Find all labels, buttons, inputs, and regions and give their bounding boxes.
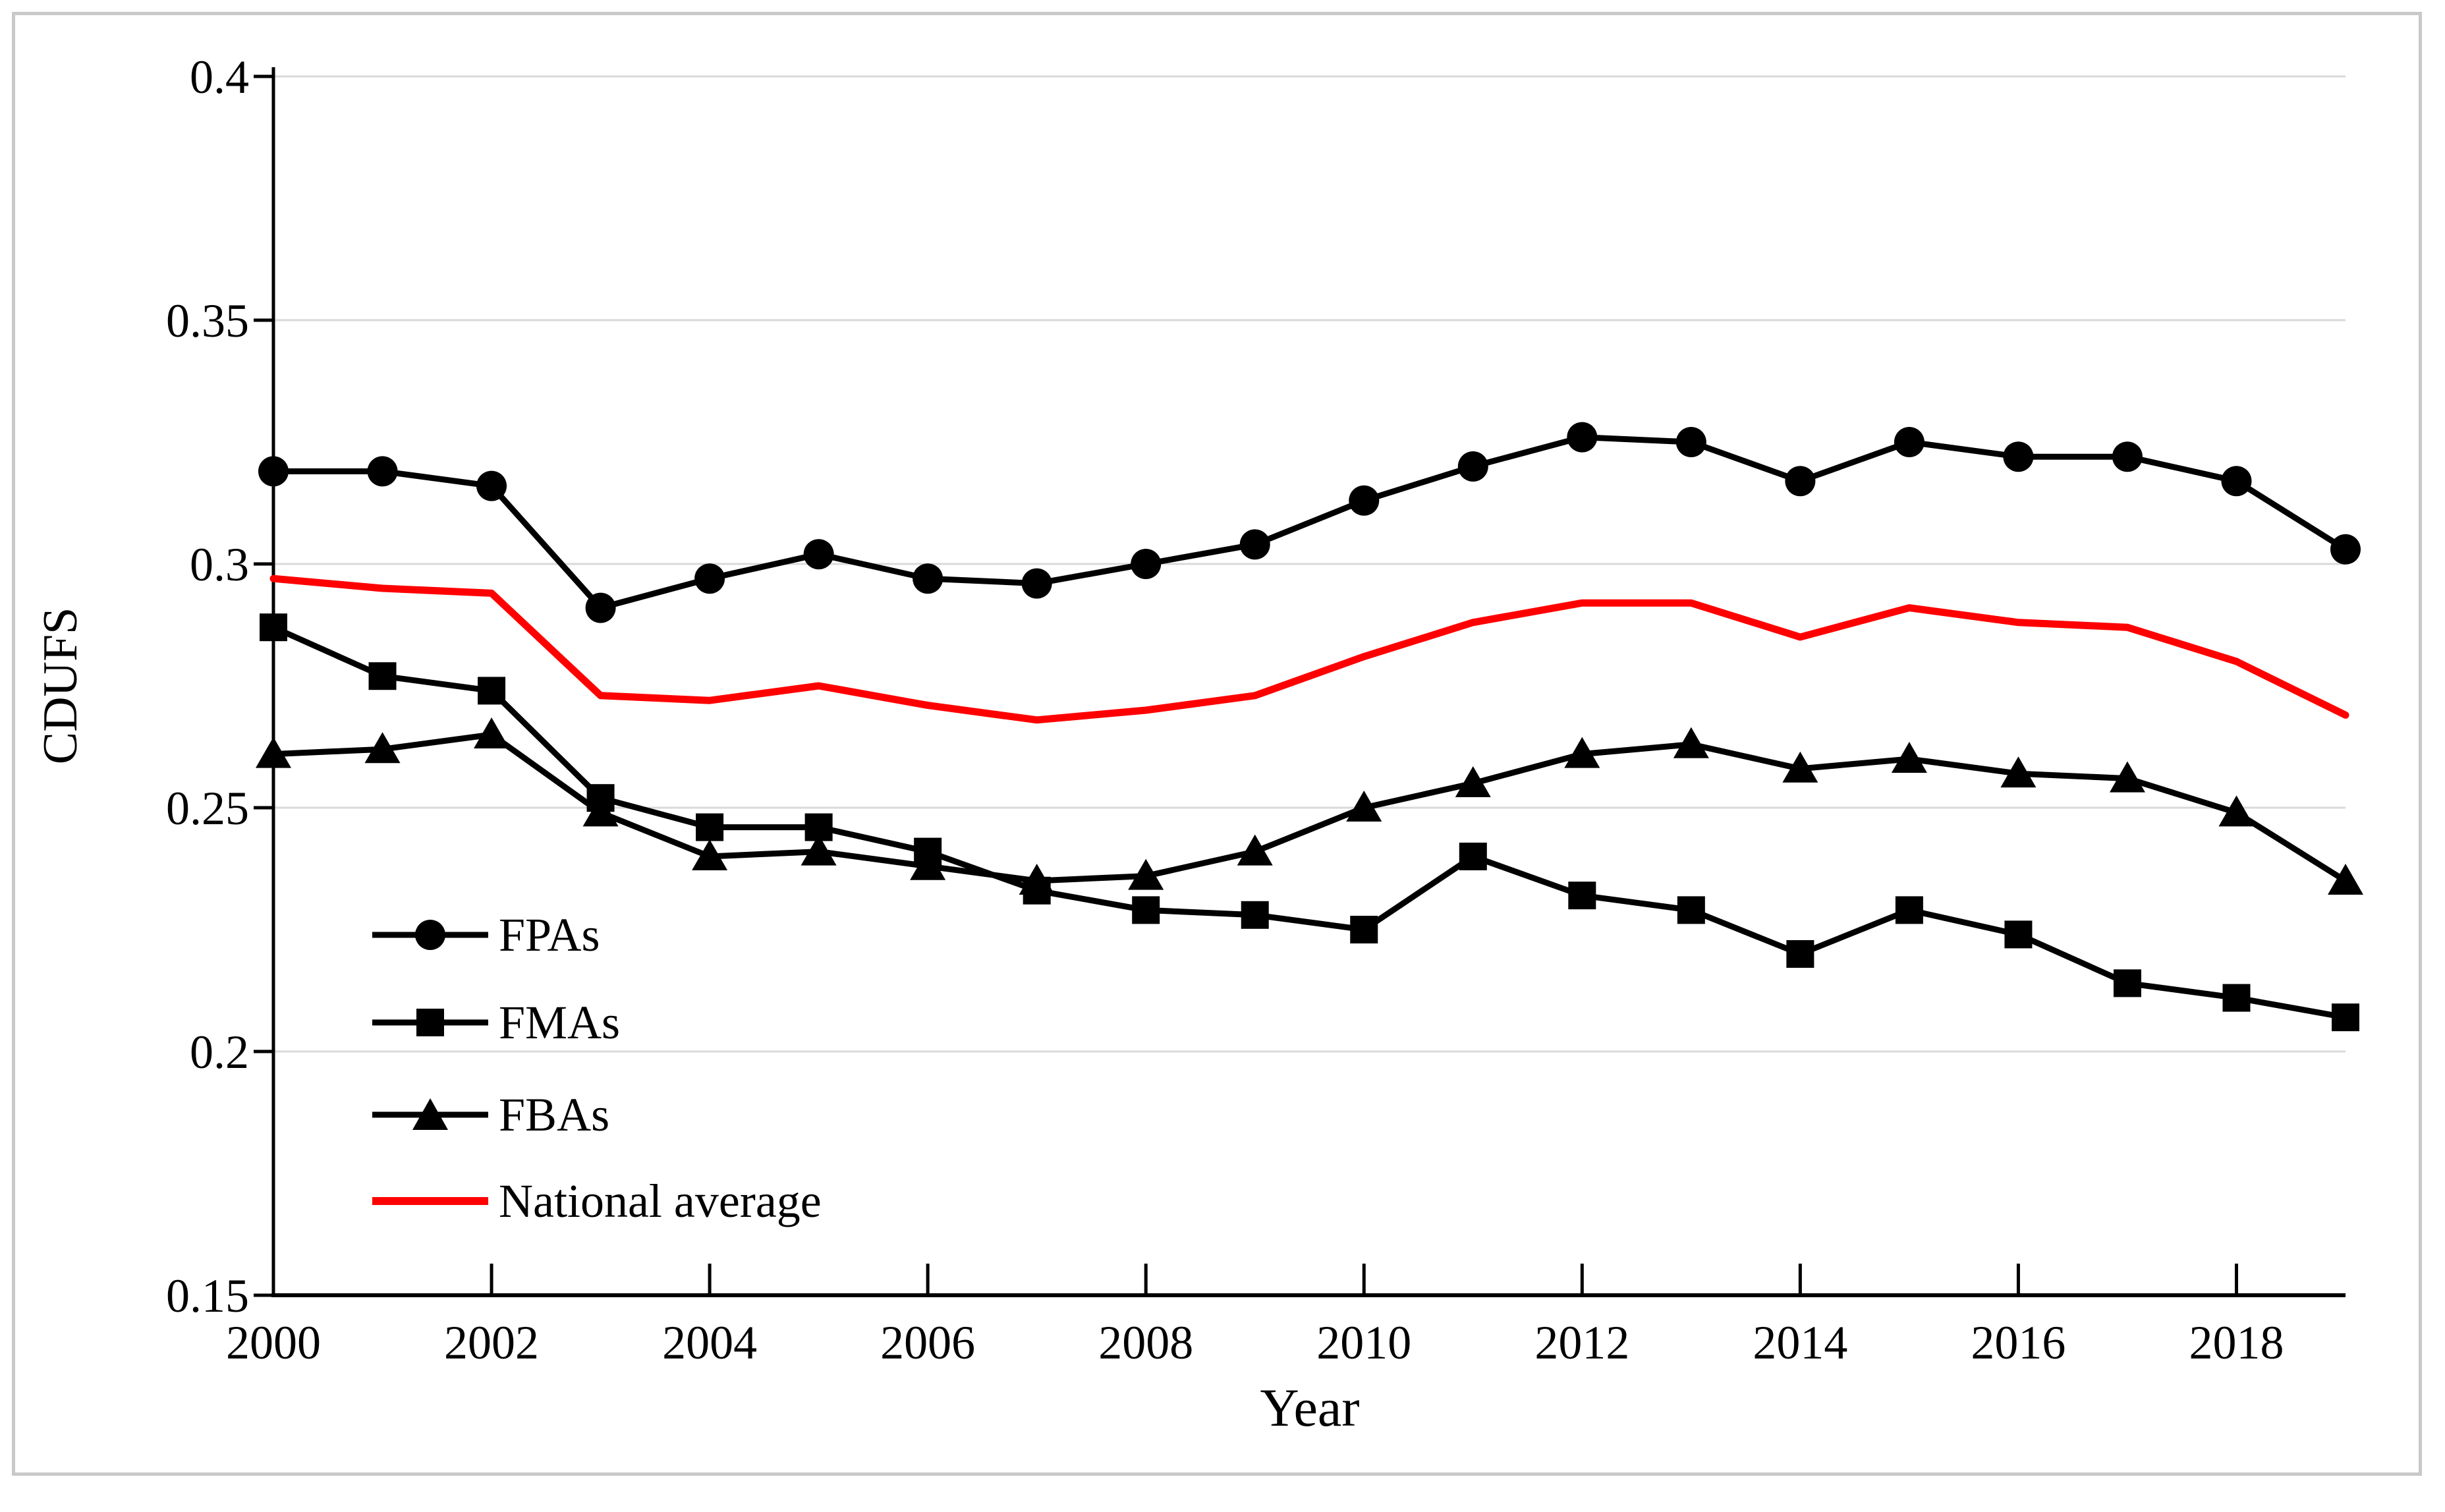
series-fpas xyxy=(258,422,2361,623)
legend-label-fbas: FBAs xyxy=(499,1088,610,1141)
svg-text:0.35: 0.35 xyxy=(166,294,249,347)
legend-label-national-average: National average xyxy=(499,1175,822,1227)
figure-border xyxy=(12,12,2422,1476)
svg-text:0.4: 0.4 xyxy=(190,51,249,103)
red-line-icon xyxy=(372,1197,488,1205)
svg-text:2012: 2012 xyxy=(1534,1316,1629,1369)
series-national-average xyxy=(269,574,2349,724)
legend-item-fbas: FBAs xyxy=(371,1084,609,1145)
svg-text:2002: 2002 xyxy=(444,1316,539,1369)
y-axis-ticks xyxy=(254,74,273,1297)
svg-text:0.3: 0.3 xyxy=(190,538,249,591)
triangle-marker-icon xyxy=(372,1098,488,1130)
svg-text:2000: 2000 xyxy=(226,1316,321,1369)
gridlines xyxy=(273,75,2346,1053)
axes-lines xyxy=(271,67,2346,1297)
legend-item-fmas: FMAs xyxy=(371,992,620,1053)
x-axis-title: Year xyxy=(1260,1378,1360,1438)
square-marker-icon xyxy=(372,1009,488,1036)
circle-marker-icon xyxy=(372,920,488,950)
y-axis-tick-labels: 0.4 0.35 0.3 0.25 0.2 0.15 xyxy=(166,51,249,1322)
legend-label-fmas: FMAs xyxy=(499,996,621,1049)
svg-text:2016: 2016 xyxy=(1971,1316,2066,1369)
x-axis-ticks xyxy=(271,1264,2238,1295)
svg-text:0.25: 0.25 xyxy=(166,782,249,835)
legend-label-fpas: FPAs xyxy=(499,909,600,961)
legend-item-national-average: National average xyxy=(371,1171,822,1231)
series-fbas xyxy=(256,717,2363,895)
legend-item-fpas: FPAs xyxy=(371,905,600,965)
y-axis-title: CDUFS xyxy=(34,607,88,765)
svg-text:2004: 2004 xyxy=(662,1316,757,1369)
svg-text:2014: 2014 xyxy=(1753,1316,1847,1369)
svg-text:2010: 2010 xyxy=(1316,1316,1411,1369)
x-axis-tick-labels: 2000 2002 2004 2006 2008 2010 2012 2014 2016 2018 xyxy=(226,1316,2284,1369)
svg-text:2006: 2006 xyxy=(880,1316,975,1369)
svg-text:2008: 2008 xyxy=(1098,1316,1193,1369)
svg-text:0.15: 0.15 xyxy=(166,1270,249,1322)
svg-text:0.2: 0.2 xyxy=(190,1026,249,1078)
svg-text:2018: 2018 xyxy=(2189,1316,2284,1369)
